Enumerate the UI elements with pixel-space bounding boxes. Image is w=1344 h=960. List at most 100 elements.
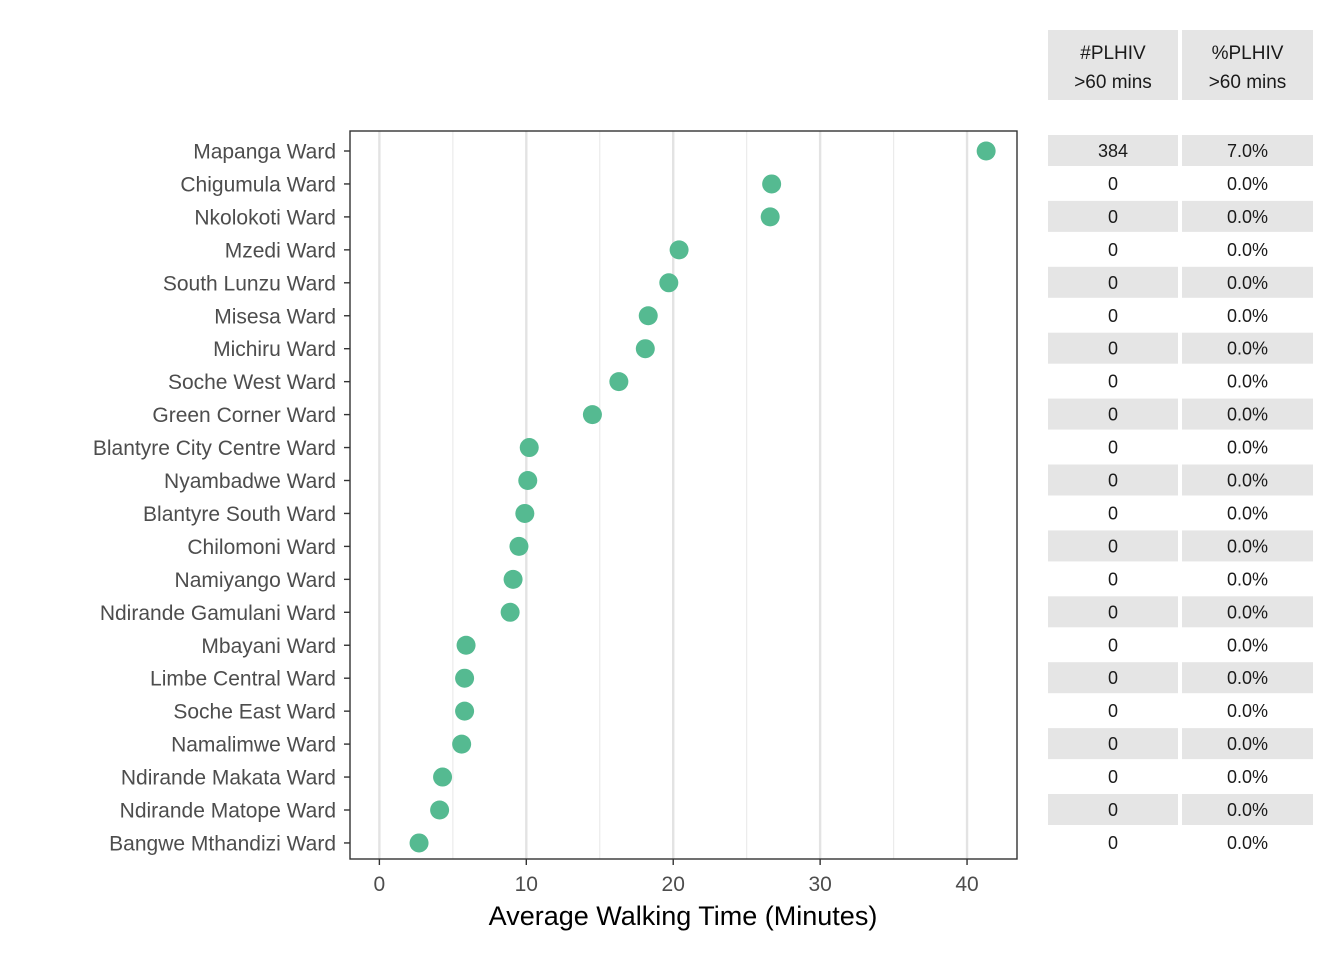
x-tick-label: 20 bbox=[662, 873, 685, 896]
table-cell: 0.0% bbox=[1227, 339, 1268, 359]
table-cell: 0 bbox=[1108, 273, 1118, 293]
table-row-band bbox=[1048, 332, 1178, 364]
table-cell: 0.0% bbox=[1227, 767, 1268, 787]
table-cell: 0.0% bbox=[1227, 207, 1268, 227]
table-cell: 0 bbox=[1108, 536, 1118, 556]
y-tick-label: Ndirande Matope Ward bbox=[120, 800, 336, 823]
table-row-band bbox=[1048, 200, 1178, 232]
data-point bbox=[760, 207, 780, 227]
table-cell: 0.0% bbox=[1227, 372, 1268, 392]
y-tick-label: Misesa Ward bbox=[214, 305, 336, 328]
table-cell: 0 bbox=[1108, 800, 1118, 820]
table-row-band bbox=[1182, 464, 1313, 496]
y-tick-label: Chilomoni Ward bbox=[187, 536, 336, 559]
table-cell: 7.0% bbox=[1227, 141, 1268, 161]
x-tick-label: 30 bbox=[808, 873, 831, 896]
panel-border bbox=[349, 130, 1018, 860]
table-row-band bbox=[1048, 794, 1178, 825]
table-header-cell bbox=[1182, 30, 1313, 100]
y-tick-label: Limbe Central Ward bbox=[150, 668, 336, 691]
table-cell: 0 bbox=[1108, 372, 1118, 392]
data-point bbox=[515, 503, 535, 523]
table-cell: 0.0% bbox=[1227, 240, 1268, 260]
table-cell: 0.0% bbox=[1227, 536, 1268, 556]
table-cell: 0 bbox=[1108, 207, 1118, 227]
table-cell: 0.0% bbox=[1227, 635, 1268, 655]
table-cell: 0 bbox=[1108, 503, 1118, 523]
plot-panel bbox=[349, 130, 1018, 860]
table-cell: 0 bbox=[1108, 734, 1118, 754]
table-header-line2: >60 mins bbox=[1074, 72, 1152, 93]
x-axis: 0 10 20 30 40 bbox=[374, 859, 979, 896]
table-cell: 0.0% bbox=[1227, 734, 1268, 754]
y-tick-label: Green Corner Ward bbox=[152, 404, 336, 427]
data-point bbox=[430, 800, 450, 820]
x-tick-label: 0 bbox=[374, 873, 386, 896]
data-point bbox=[582, 405, 602, 425]
plhiv-table: #PLHIV >60 mins %PLHIV >60 mins 384 7.0% 0 0.0%… bbox=[1048, 30, 1313, 853]
x-tick-label: 10 bbox=[515, 873, 538, 896]
table-cell: 0.0% bbox=[1227, 174, 1268, 194]
y-tick-label: Mbayani Ward bbox=[201, 635, 336, 658]
y-tick-label: Namalimwe Ward bbox=[171, 734, 336, 757]
y-tick-label: Chigumula Ward bbox=[180, 173, 336, 196]
table-cell: 0 bbox=[1108, 306, 1118, 326]
y-axis: Mapanga Ward Chigumula Ward Nkolokoti Ward… bbox=[93, 141, 350, 855]
table-cell: 0 bbox=[1108, 569, 1118, 589]
table-cell: 0 bbox=[1108, 602, 1118, 622]
data-point bbox=[433, 767, 453, 787]
table-cell: 0.0% bbox=[1227, 405, 1268, 425]
x-tick-label: 40 bbox=[955, 873, 978, 896]
table-cell: 0 bbox=[1108, 339, 1118, 359]
table-cell: 0.0% bbox=[1227, 800, 1268, 820]
table-cell: 0.0% bbox=[1227, 306, 1268, 326]
table-row-band bbox=[1182, 794, 1313, 825]
table-row-band bbox=[1182, 266, 1313, 298]
data-point bbox=[762, 174, 782, 194]
table-cell: 0 bbox=[1108, 668, 1118, 688]
data-point bbox=[659, 273, 679, 293]
y-tick-label: Mapanga Ward bbox=[193, 141, 336, 164]
table-row-band bbox=[1182, 398, 1313, 430]
data-point bbox=[452, 734, 472, 754]
table-cell: 0.0% bbox=[1227, 602, 1268, 622]
table-cell: 0 bbox=[1108, 405, 1118, 425]
table-row-band bbox=[1048, 662, 1178, 694]
data-point bbox=[976, 141, 996, 161]
table-cell: 0.0% bbox=[1227, 503, 1268, 523]
table-header-line1: %PLHIV bbox=[1212, 43, 1284, 64]
table-row-band bbox=[1048, 266, 1178, 298]
table-row-band bbox=[1048, 464, 1178, 496]
data-point bbox=[455, 701, 475, 721]
table-cell: 0 bbox=[1108, 174, 1118, 194]
y-tick-label: Namiyango Ward bbox=[175, 569, 336, 592]
table-cell: 0 bbox=[1108, 438, 1118, 458]
y-tick-label: Mzedi Ward bbox=[225, 239, 336, 262]
data-point bbox=[409, 833, 429, 853]
y-tick-label: Michiru Ward bbox=[213, 338, 336, 361]
data-point bbox=[503, 569, 523, 589]
table-cell: 384 bbox=[1098, 141, 1128, 161]
x-axis-title: Average Walking Time (Minutes) bbox=[489, 901, 878, 931]
table-cell: 0 bbox=[1108, 767, 1118, 787]
table-cell: 0.0% bbox=[1227, 833, 1268, 853]
y-tick-label: South Lunzu Ward bbox=[163, 272, 336, 295]
table-cell: 0.0% bbox=[1227, 471, 1268, 491]
data-point bbox=[500, 602, 520, 622]
y-tick-label: Blantyre South Ward bbox=[143, 503, 336, 526]
table-cell: 0.0% bbox=[1227, 701, 1268, 721]
table-row-band bbox=[1048, 398, 1178, 430]
table-cell: 0 bbox=[1108, 471, 1118, 491]
table-row-band bbox=[1048, 596, 1178, 628]
table-row-band bbox=[1048, 135, 1178, 166]
table-row-band bbox=[1182, 332, 1313, 364]
table-cell: 0 bbox=[1108, 635, 1118, 655]
table-row-band bbox=[1182, 200, 1313, 232]
data-point bbox=[518, 471, 538, 490]
table-row-band bbox=[1048, 728, 1178, 760]
y-tick-label: Nyambadwe Ward bbox=[164, 470, 336, 493]
table-row-band bbox=[1182, 530, 1313, 562]
table-row-band bbox=[1182, 596, 1313, 628]
data-point bbox=[519, 438, 539, 458]
